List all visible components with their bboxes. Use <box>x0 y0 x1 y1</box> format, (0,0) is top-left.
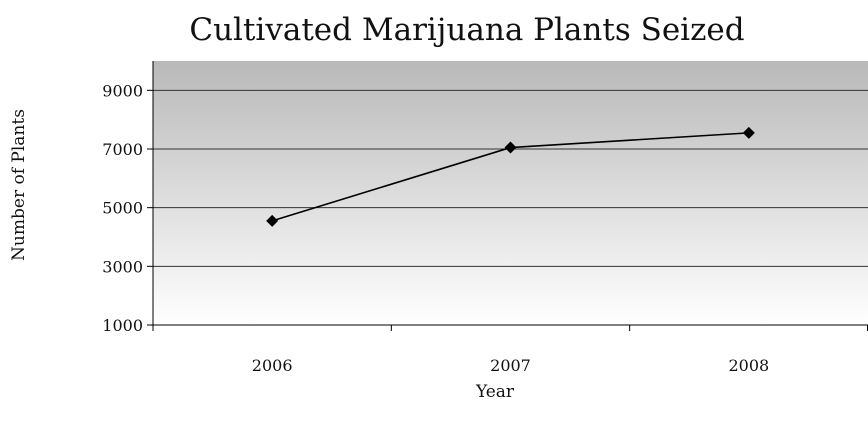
axes <box>147 61 868 331</box>
x-tick-label: 2008 <box>728 356 769 375</box>
x-tick-label: 2007 <box>490 356 531 375</box>
x-axis-title: Year <box>475 382 515 402</box>
plot-area-background <box>153 61 868 325</box>
y-axis-title: Number of Plants <box>9 109 29 261</box>
y-tick-label: 9000 <box>102 81 143 100</box>
data-point-marker <box>742 126 755 139</box>
chart-title: Cultivated Marijuana Plants Seized <box>189 12 744 48</box>
y-tick-label: 3000 <box>102 257 143 276</box>
data-point-marker <box>266 214 279 227</box>
y-tick-label: 5000 <box>102 199 143 218</box>
data-series <box>266 126 755 227</box>
y-tick-label: 7000 <box>102 140 143 159</box>
x-tick-label: 2006 <box>252 356 293 375</box>
x-tick-labels: 2006 2007 2008 <box>252 356 769 375</box>
y-tick-labels: 1000 3000 5000 7000 9000 <box>102 81 143 335</box>
data-point-marker <box>504 141 517 154</box>
y-tick-label: 1000 <box>102 316 143 335</box>
